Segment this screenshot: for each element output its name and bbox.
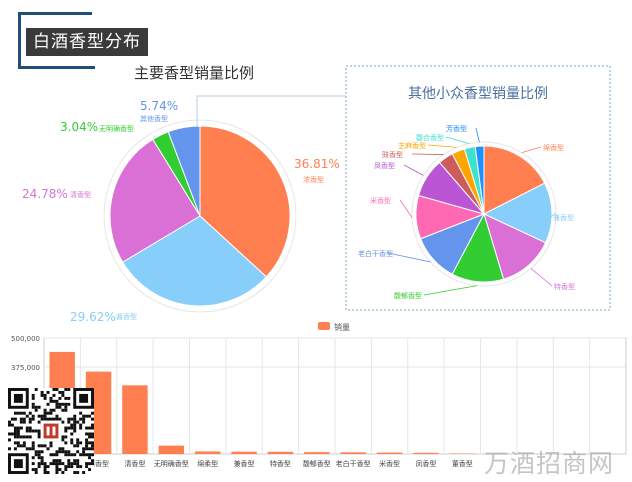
x-tick-label: 老白干香型 [336,459,371,468]
sub-pie-slice [474,145,485,215]
sub-pie-leader [445,136,470,144]
main-pie-name-label: 无明确香型 [99,124,134,133]
y-tick-label: 500,000 [11,335,40,343]
legend-label: 销量 [334,322,350,332]
main-pie-pct-label: 36.81% [294,157,340,171]
sub-pie-label: 绵香型 [543,143,564,152]
watermark: 万酒招商网 [484,449,615,478]
bar [158,445,185,454]
bar [340,452,366,454]
sub-pie-leader [550,212,557,218]
sub-pie-leader [530,268,553,287]
main-pie-ring [103,119,297,313]
sub-pie-ring [411,141,557,287]
main-pie-title: 主要香型销量比例 [134,64,255,82]
pie-connector-line [196,95,346,126]
x-tick-label: 绵柔型 [197,459,218,468]
x-tick-label: 馥郁香型 [303,459,331,468]
sub-pie-slice [483,213,547,280]
x-tick-label: 酱香型 [88,459,109,468]
sub-pie-leader [399,199,413,218]
y-tick-label: 375,000 [11,364,40,372]
sub-pie-label: 米香型 [370,196,391,205]
main-pie-pct-label: 29.62% [70,310,116,324]
sub-pie-title: 其他小众香型销量比例 [408,86,548,102]
main-pie-slice [199,125,291,278]
bar [304,452,330,454]
sub-pie-label: 老白干香型 [358,249,393,258]
x-tick-label: 董香型 [452,459,473,468]
main-pie-pct-label: 3.04% [60,120,98,134]
bar [122,385,148,454]
sub-pie-label: 馥合香型 [416,133,444,142]
bar [231,451,257,454]
main-pie-name-label: 其他香型 [140,114,168,123]
main-pie-slice [122,215,268,307]
title-frame [18,12,95,69]
sub-pie-leader [423,285,478,296]
sub-pie-label: 凤香型 [374,161,395,170]
x-tick-label: 米香型 [379,459,400,468]
qr-code-icon [8,388,94,474]
bar [376,452,403,454]
sub-pie-label: 兼香型 [553,213,574,222]
x-tick-label: 兼香型 [234,459,255,468]
main-pie-name-label: 酱香型 [116,312,137,321]
sub-pie-leader [475,127,480,143]
x-tick-label: 凤香型 [415,459,436,468]
sub-pie-leader [411,153,444,155]
main-pie-pct-label: 24.78% [22,187,68,201]
sub-pie-slice [483,145,546,215]
title-frame-top [18,12,92,15]
sub-pie-box [345,65,611,311]
sub-pie-label: 豉香型 [382,150,403,159]
main-pie-slice [167,125,201,217]
main-pie-name-label: 浓香型 [303,175,324,184]
sub-pie-label: 芝麻香型 [398,141,426,150]
sub-pie-leader [521,146,542,154]
bar [194,451,221,454]
main-pie-pct-label: 5.74% [140,99,178,113]
sub-pie-leader [427,144,457,148]
sub-pie-label: 馥郁香型 [394,291,422,300]
sub-pie-slice [482,182,553,244]
sub-pie-label: 特香型 [554,282,575,291]
bar [267,451,294,454]
main-pie-slice [109,138,201,263]
x-tick-label: 特香型 [270,459,291,468]
x-tick-label: 清香型 [124,459,145,468]
sub-pie-leader [387,252,431,263]
page-title: 白酒香型分布 [26,28,148,56]
legend-swatch [318,322,330,330]
sub-pie-leader [403,164,424,176]
x-tick-label: 无明确香型 [154,459,189,468]
main-pie-name-label: 清香型 [70,190,91,199]
sub-pie-label: 芳香型 [446,124,467,133]
bar [413,452,439,454]
